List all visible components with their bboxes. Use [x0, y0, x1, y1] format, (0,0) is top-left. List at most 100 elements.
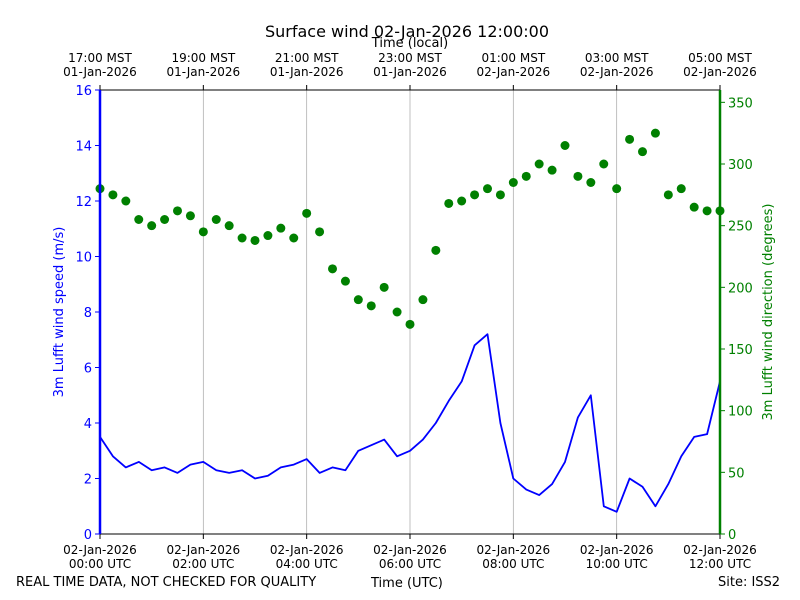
direction-point	[470, 190, 480, 200]
right-tick-label: 250	[728, 220, 753, 235]
site-label: Site: ISS2	[718, 575, 781, 590]
speed-point	[461, 380, 463, 382]
right-tick-label: 150	[728, 343, 753, 358]
direction-point	[483, 184, 492, 194]
speed-point	[138, 461, 140, 463]
direction-point	[211, 215, 221, 224]
direction-point	[418, 295, 428, 305]
direction-point	[405, 319, 415, 329]
direction-point	[147, 221, 157, 231]
speed-point	[396, 455, 398, 457]
direction-point	[650, 128, 660, 138]
top-tick-label: 21:00 MST	[275, 51, 339, 65]
speed-point	[383, 439, 385, 441]
speed-point	[499, 422, 502, 424]
x-tick-label: 02-Jan-2026	[580, 543, 654, 557]
speed-point	[706, 433, 708, 435]
direction-point	[625, 134, 635, 144]
speed-point	[370, 444, 372, 446]
direction-point	[237, 233, 247, 243]
direction-point	[173, 206, 182, 216]
left-tick-label: 4	[84, 417, 92, 432]
speed-point	[512, 477, 514, 480]
speed-point	[176, 472, 179, 474]
left-tick-label: 12	[75, 195, 92, 210]
top-tick-label: 01-Jan-2026	[270, 65, 344, 79]
right-tick-label: 200	[728, 281, 753, 296]
x-tick-label: 02-Jan-2026	[167, 543, 241, 557]
direction-point	[573, 171, 583, 181]
speed-point	[680, 455, 682, 457]
speed-point	[344, 469, 347, 471]
speed-point	[654, 505, 657, 507]
speed-point	[318, 472, 321, 474]
speed-point	[306, 458, 308, 460]
direction-point	[534, 159, 544, 169]
x-tick-label: 00:00 UTC	[69, 557, 131, 571]
direction-point	[638, 147, 647, 157]
direction-point	[353, 295, 363, 305]
top-axis-label: Time (local)	[371, 36, 448, 51]
speed-point	[577, 416, 579, 419]
top-tick-label: 03:00 MST	[585, 51, 649, 65]
right-tick-label: 100	[728, 405, 753, 420]
speed-point	[422, 439, 424, 441]
direction-point	[160, 215, 170, 224]
direction-point	[121, 196, 131, 206]
speed-point	[254, 477, 256, 480]
top-tick-label: 23:00 MST	[378, 51, 442, 65]
x-tick-label: 02-Jan-2026	[477, 543, 551, 557]
chart-title: Surface wind 02-Jan-2026 12:00:00	[265, 22, 549, 41]
direction-point	[185, 211, 195, 221]
x-tick-label: 06:00 UTC	[379, 557, 441, 571]
left-tick-label: 0	[84, 528, 92, 543]
direction-point	[224, 221, 234, 231]
gridlines	[202, 90, 618, 534]
left-tick-label: 14	[75, 140, 92, 155]
left-tick-label: 2	[84, 473, 92, 488]
direction-point	[250, 235, 260, 245]
top-tick-label: 01-Jan-2026	[167, 65, 241, 79]
direction-point	[676, 184, 686, 194]
right-tick-label: 300	[728, 158, 753, 173]
speed-series	[99, 333, 721, 513]
speed-point	[241, 469, 243, 471]
speed-point	[551, 483, 553, 485]
x-tick-label: 08:00 UTC	[482, 557, 544, 571]
top-tick-label: 02-Jan-2026	[580, 65, 654, 79]
x-tick-label: 02-Jan-2026	[270, 543, 344, 557]
direction-point	[495, 190, 505, 200]
speed-point	[163, 466, 166, 468]
speed-point	[267, 475, 269, 477]
right-tick-label: 350	[728, 96, 753, 111]
speed-point	[628, 477, 631, 480]
direction-point	[508, 178, 518, 187]
direction-point	[663, 190, 673, 200]
direction-point	[379, 282, 389, 292]
x-axis-label: Time (UTC)	[371, 576, 443, 591]
speed-point	[409, 450, 411, 452]
x-tick-label: 02-Jan-2026	[63, 543, 137, 557]
direction-point	[599, 159, 609, 169]
speed-point	[125, 466, 127, 468]
speed-point	[473, 344, 476, 346]
left-axis-label: 3m Lufft wind speed (m/s)	[52, 227, 67, 398]
speed-point	[435, 422, 437, 424]
top-tick-label: 01-Jan-2026	[373, 65, 447, 79]
speed-point	[215, 469, 217, 471]
direction-point	[134, 215, 144, 224]
x-tick-label: 12:00 UTC	[689, 557, 751, 571]
speed-point	[590, 394, 592, 396]
left-tick-label: 8	[84, 306, 92, 321]
top-tick-label: 01-Jan-2026	[63, 65, 137, 79]
direction-point	[689, 202, 699, 212]
speed-point	[112, 455, 114, 457]
direction-point	[612, 184, 622, 194]
top-tick-label: 01:00 MST	[481, 51, 545, 65]
speed-point	[667, 483, 669, 485]
top-tick-label: 17:00 MST	[68, 51, 132, 65]
top-tick-label: 02-Jan-2026	[683, 65, 757, 79]
speed-point	[331, 466, 334, 468]
